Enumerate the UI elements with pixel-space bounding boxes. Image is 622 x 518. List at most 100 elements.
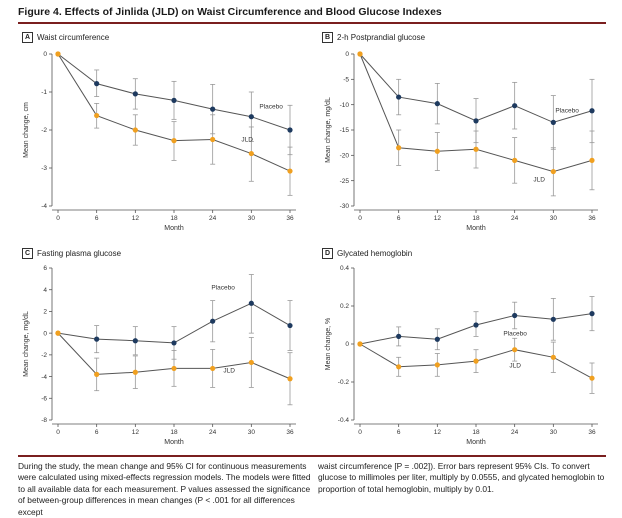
panel-d-x-tick-label: 18 bbox=[472, 429, 480, 436]
panel-b-header: B 2-h Postprandial glucose bbox=[322, 32, 425, 43]
panel-b-placebo-point bbox=[473, 118, 479, 124]
panel-b-jld-point bbox=[512, 157, 518, 163]
panel-a-placebo-label: Placebo bbox=[259, 104, 283, 111]
panel-c-jld-point bbox=[210, 365, 216, 372]
panel-a-header: A Waist circumference bbox=[22, 32, 109, 43]
panel-b-x-tick-label: 24 bbox=[511, 215, 519, 222]
panel-a-placebo-point bbox=[171, 97, 177, 103]
figure-title: Figure 4. Effects of Jinlida (JLD) on Wa… bbox=[18, 6, 442, 18]
panel-d-placebo-point bbox=[550, 316, 556, 322]
panel-a-chart: 0 -1 -2 -3 -4 0 6 12 18 24 30 36 Month Mean change, c… bbox=[23, 51, 296, 232]
panel-c-x-tick-label: 24 bbox=[209, 429, 217, 436]
panel-b-x-axis-title: Month bbox=[466, 225, 486, 232]
panel-b-jld-point bbox=[357, 51, 363, 57]
panel-d-header: D Glycated hemoglobin bbox=[322, 248, 412, 259]
panel-a-placebo-point bbox=[210, 106, 216, 112]
panel-b-title: 2-h Postprandial glucose bbox=[337, 33, 426, 42]
panel-c-jld-point bbox=[132, 369, 138, 375]
panel-c-chart: 6 4 2 0 -2 -4 -6 -8 0 6 12 18 24 30 36 Month Mean change… bbox=[23, 265, 296, 446]
panel-c-jld-label: JLD bbox=[223, 367, 235, 374]
panel-c-y-tick-label: 2 bbox=[43, 309, 47, 316]
panel-b-series-placebo: Placebo bbox=[357, 51, 595, 150]
panel-d-x-tick-label: 0 bbox=[358, 429, 362, 436]
panel-c-y-axis-title: Mean change, mg/dL bbox=[23, 311, 30, 377]
panel-a-x-tick-label: 30 bbox=[248, 215, 256, 222]
panel-d-y-axis-title: Mean change, % bbox=[325, 318, 332, 371]
panel-b-y-tick-label: -30 bbox=[340, 203, 350, 210]
panel-c-placebo-label: Placebo bbox=[211, 284, 235, 291]
panel-a-y-tick-label: 0 bbox=[43, 51, 47, 58]
panel-b-jld-point bbox=[396, 145, 402, 151]
panel-c-jld-point bbox=[248, 359, 254, 366]
panel-c-jld-point bbox=[171, 365, 177, 372]
panel-d-placebo-point bbox=[473, 322, 479, 328]
panel-d-jld-point bbox=[473, 358, 479, 364]
panel-b-placebo-point bbox=[512, 103, 518, 109]
panel-d-y-tick-label: 0 bbox=[345, 341, 349, 348]
panel-a-y-tick-label: -3 bbox=[41, 165, 47, 172]
panel-a-jld-label: JLD bbox=[241, 137, 253, 144]
panel-d-letter: D bbox=[322, 248, 333, 259]
panel-a-placebo-point bbox=[132, 91, 138, 97]
panel-d-y-tick-label: -0.2 bbox=[338, 379, 350, 386]
caption-right: waist circumference [P = .002]). Error b… bbox=[318, 461, 605, 494]
panel-a-y-axis-title: Mean change, cm bbox=[23, 102, 30, 158]
panel-d-chart: 0.4 0.2 0 -0.2 -0.4 0 6 12 18 24 30 36 Month Mean cha… bbox=[325, 265, 598, 446]
panel-a-x-tick-label: 0 bbox=[56, 215, 60, 222]
panel-a-series-placebo: Placebo bbox=[55, 51, 293, 156]
panel-d-y-tick-label: -0.4 bbox=[338, 417, 350, 424]
panel-c-jld-point bbox=[287, 376, 293, 382]
panel-a-letter: A bbox=[22, 32, 33, 43]
panel-d-jld-point bbox=[512, 347, 518, 353]
panel-a-jld-point bbox=[248, 150, 254, 157]
panel-d-jld-point bbox=[434, 362, 440, 368]
panel-b-jld-label: JLD bbox=[533, 177, 545, 184]
panel-b-x-tick-label: 0 bbox=[358, 215, 362, 222]
panel-b-y-axis-title: Mean change, mg/dL bbox=[325, 97, 332, 163]
panel-a-x-tick-label: 36 bbox=[286, 215, 294, 222]
panel-c-x-tick-label: 6 bbox=[95, 429, 99, 436]
panel-d-x-tick-label: 12 bbox=[434, 429, 442, 436]
panel-c-x-tick-label: 18 bbox=[170, 429, 178, 436]
panel-a-jld-point bbox=[287, 168, 293, 174]
panel-a-jld-point bbox=[55, 51, 61, 57]
panel-d-placebo-point bbox=[396, 333, 402, 339]
panel-c-placebo-point bbox=[248, 300, 254, 306]
panel-d-y-tick-label: 0.4 bbox=[340, 265, 349, 272]
panel-c-placebo-point bbox=[210, 318, 216, 324]
panel-a-jld-point bbox=[171, 138, 177, 144]
caption-left: During the study, the mean change and 95… bbox=[18, 461, 311, 517]
panel-d-placebo-point bbox=[589, 311, 595, 317]
panel-a-series-jld: JLD bbox=[55, 51, 293, 196]
panel-c-placebo-point bbox=[171, 340, 177, 346]
panel-b-placebo-point bbox=[589, 108, 595, 114]
panel-c-jld-point bbox=[94, 371, 100, 377]
panel-a-y-tick-label: -1 bbox=[41, 89, 47, 96]
panel-d-x-tick-label: 30 bbox=[550, 429, 558, 436]
panel-b-placebo-point bbox=[396, 94, 402, 100]
caption-rule bbox=[18, 455, 606, 457]
panel-d-title: Glycated hemoglobin bbox=[337, 249, 413, 258]
panel-d-placebo-point bbox=[434, 336, 440, 342]
panel-c-placebo-point bbox=[287, 322, 293, 329]
panel-a-x-tick-label: 6 bbox=[95, 215, 99, 222]
panel-c-x-tick-label: 12 bbox=[132, 429, 140, 436]
panel-d-jld-point bbox=[589, 375, 595, 381]
panel-b-y-tick-label: -20 bbox=[340, 153, 350, 160]
panel-a-x-tick-label: 24 bbox=[209, 215, 217, 222]
title-rule bbox=[18, 22, 606, 24]
panel-c-x-tick-label: 30 bbox=[248, 429, 256, 436]
panel-b-jld-point bbox=[473, 146, 479, 152]
panel-b-y-tick-label: -10 bbox=[340, 102, 350, 109]
panel-c-x-tick-label: 36 bbox=[286, 429, 294, 436]
panel-c-y-tick-label: -6 bbox=[41, 395, 47, 402]
panel-b-y-tick-label: 0 bbox=[345, 51, 349, 58]
panel-c-y-tick-label: -4 bbox=[41, 374, 47, 381]
panel-d-jld-point bbox=[396, 364, 402, 370]
panel-d-jld-label: JLD bbox=[509, 362, 521, 369]
panel-c-header: C Fasting plasma glucose bbox=[22, 248, 121, 259]
panel-b-jld-point bbox=[434, 148, 440, 154]
panel-a-placebo-point bbox=[248, 114, 254, 120]
panel-a-x-tick-label: 18 bbox=[170, 215, 178, 222]
panel-b-jld-point bbox=[589, 157, 595, 163]
